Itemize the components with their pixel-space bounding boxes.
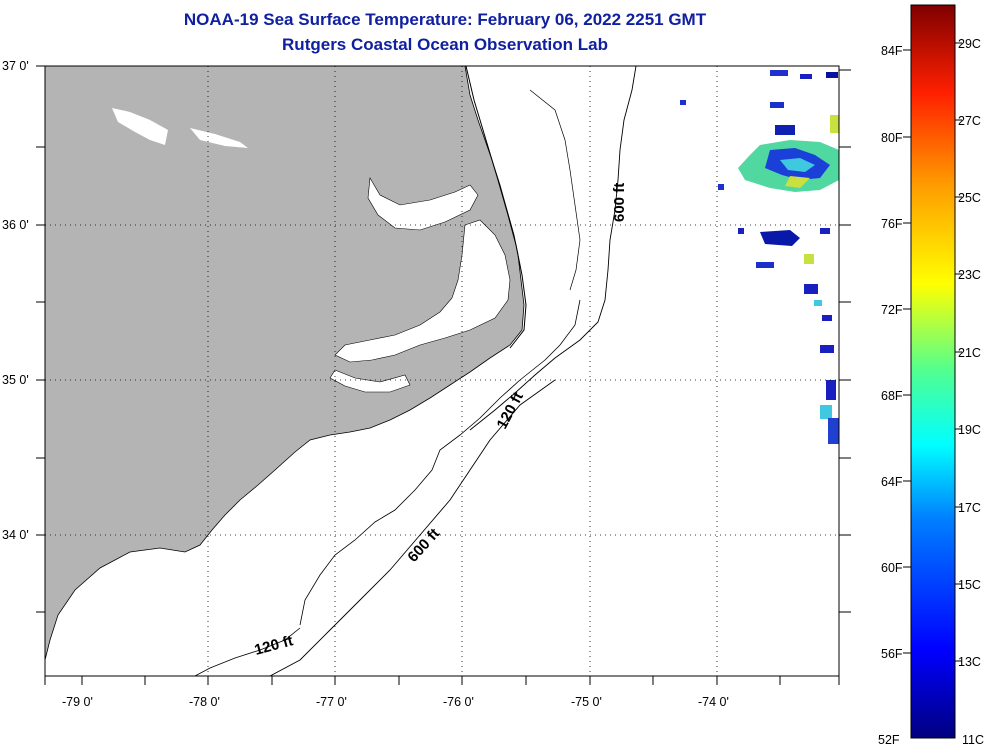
cb-c-29: 29C bbox=[958, 37, 981, 51]
cb-f-56: 56F bbox=[881, 647, 903, 661]
coastal-fringe bbox=[529, 89, 581, 291]
lat-label-36: 36 0' bbox=[2, 218, 29, 232]
cb-f-84: 84F bbox=[881, 44, 903, 58]
colorbar-ticks bbox=[903, 42, 962, 662]
contour-120ft-south bbox=[194, 627, 301, 676]
cb-c-17: 17C bbox=[958, 501, 981, 515]
lon-label-78: -78 0' bbox=[189, 695, 220, 709]
colorbar bbox=[910, 4, 956, 739]
lon-label-76: -76 0' bbox=[443, 695, 474, 709]
map-title: NOAA-19 Sea Surface Temperature: Februar… bbox=[183, 10, 707, 29]
contour-120ft-north bbox=[299, 299, 581, 626]
cb-c-23: 23C bbox=[958, 268, 981, 282]
inland-lakes bbox=[112, 108, 248, 148]
cb-c-19: 19C bbox=[958, 423, 981, 437]
cb-f-52: 52F bbox=[878, 733, 900, 747]
cb-c-21: 21C bbox=[958, 346, 981, 360]
contour-600ft-north bbox=[469, 66, 637, 431]
cb-f-68: 68F bbox=[881, 389, 903, 403]
sst-data-patches bbox=[680, 70, 839, 444]
lon-label-79: -79 0' bbox=[62, 695, 93, 709]
axis-ticks bbox=[36, 65, 851, 685]
cb-c-11: 11C bbox=[962, 733, 984, 747]
cb-f-72: 72F bbox=[881, 303, 903, 317]
cb-c-15: 15C bbox=[958, 578, 981, 592]
contour-label-600ft-north: 600 ft bbox=[611, 183, 628, 222]
lat-label-37: 37 0' bbox=[2, 59, 29, 73]
lon-label-77: -77 0' bbox=[316, 695, 347, 709]
cb-c-13: 13C bbox=[958, 655, 981, 669]
cb-f-76: 76F bbox=[881, 217, 903, 231]
lon-label-74: -74 0' bbox=[698, 695, 729, 709]
graticule bbox=[45, 66, 839, 676]
cb-c-27: 27C bbox=[958, 114, 981, 128]
cb-c-25: 25C bbox=[958, 191, 981, 205]
albemarle-sound bbox=[367, 177, 479, 231]
map-subtitle: Rutgers Coastal Ocean Observation Lab bbox=[282, 35, 608, 54]
outer-banks bbox=[465, 66, 527, 349]
lat-label-34: 34 0' bbox=[2, 528, 29, 542]
lon-label-75: -75 0' bbox=[571, 695, 602, 709]
neuse-river bbox=[329, 369, 411, 393]
cb-f-60: 60F bbox=[881, 561, 903, 575]
pamlico-sound bbox=[334, 219, 511, 363]
cb-f-80: 80F bbox=[881, 131, 903, 145]
lat-label-35: 35 0' bbox=[2, 373, 29, 387]
cb-f-64: 64F bbox=[881, 475, 903, 489]
